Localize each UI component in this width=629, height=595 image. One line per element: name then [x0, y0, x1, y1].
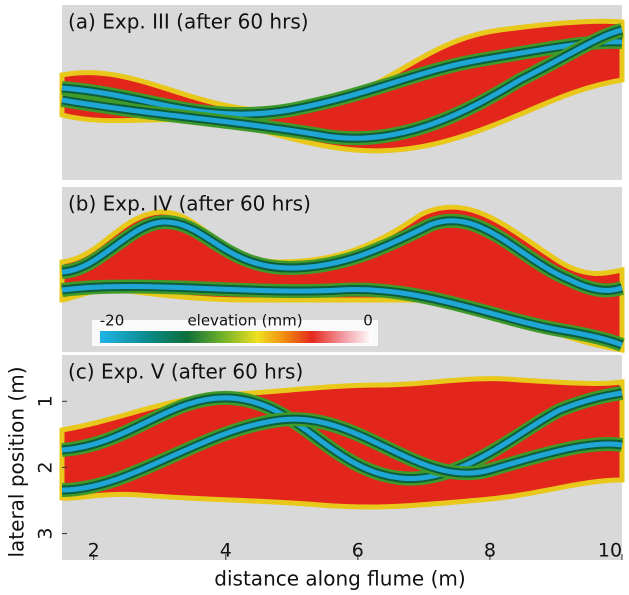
channel-thalweg — [61, 218, 623, 293]
colorbar-tick-label: -20 — [100, 312, 125, 330]
y-tick-label: 3 — [35, 528, 57, 540]
x-tick-label: 4 — [220, 540, 232, 562]
channel-thalweg — [61, 39, 623, 117]
panel-title: (b) Exp. IV (after 60 hrs) — [68, 192, 311, 216]
panel: (a) Exp. III (after 60 hrs) — [59, 5, 625, 180]
y-axis-label: lateral position (m) — [5, 366, 29, 557]
colorbar-tick-label: 0 — [363, 312, 373, 330]
panel: (c) Exp. V (after 60 hrs) — [59, 355, 625, 560]
x-axis-label: distance along flume (m) — [214, 567, 465, 591]
colorbar: elevation (mm) -20 0 — [92, 312, 378, 346]
x-tick-label: 6 — [352, 540, 364, 562]
panel-title: (c) Exp. V (after 60 hrs) — [68, 360, 303, 384]
channel-thalweg — [61, 27, 623, 141]
channel-thalweg — [61, 390, 623, 482]
panel-title: (a) Exp. III (after 60 hrs) — [68, 10, 309, 34]
colorbar-scale — [100, 331, 372, 343]
y-tick-label: 2 — [35, 461, 57, 473]
y-tick-label: 1 — [35, 395, 57, 407]
colorbar-label: elevation (mm) — [187, 312, 302, 330]
x-tick-label: 2 — [88, 540, 100, 562]
x-tick-label: 10 — [598, 540, 622, 562]
x-tick-label: 8 — [484, 540, 496, 562]
panels: (a) Exp. III (after 60 hrs) (b) Exp. IV (… — [59, 5, 625, 560]
channel-thalweg — [61, 284, 623, 348]
channel-thalweg — [61, 416, 623, 493]
